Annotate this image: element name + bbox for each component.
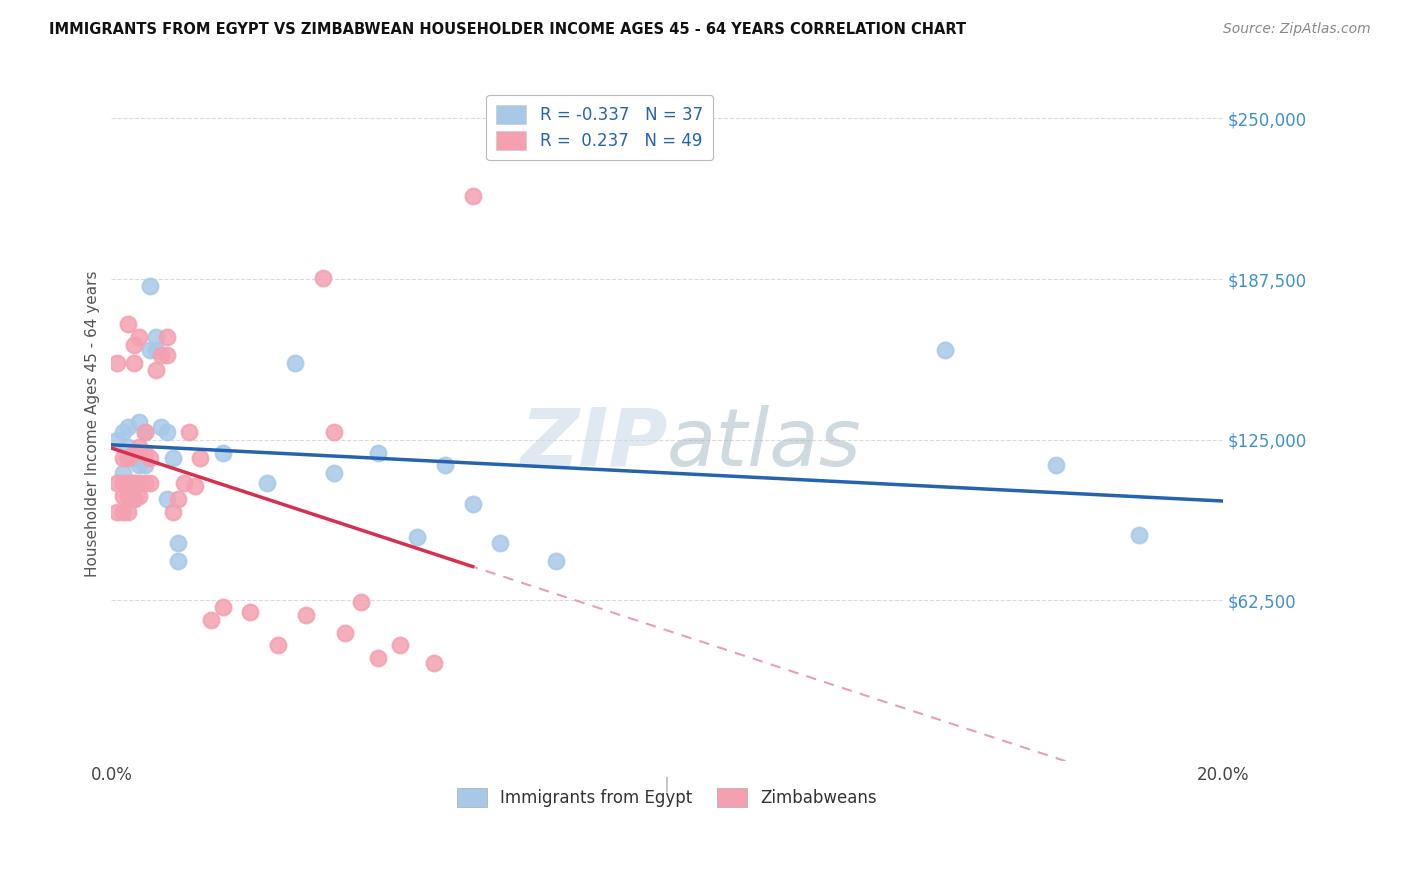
Point — [167, 491, 190, 506]
Point — [117, 441, 139, 455]
Point — [111, 425, 134, 439]
Point — [111, 505, 134, 519]
Point — [117, 505, 139, 519]
Point — [367, 445, 389, 459]
Point — [239, 605, 262, 619]
Point — [184, 479, 207, 493]
Point — [284, 356, 307, 370]
Point — [105, 476, 128, 491]
Point — [128, 445, 150, 459]
Point — [1128, 528, 1150, 542]
Point — [333, 625, 356, 640]
Point — [117, 317, 139, 331]
Point — [150, 420, 173, 434]
Point — [139, 343, 162, 357]
Text: ZIP: ZIP — [520, 405, 666, 483]
Point — [145, 330, 167, 344]
Point — [134, 425, 156, 439]
Point — [111, 476, 134, 491]
Point — [122, 356, 145, 370]
Point — [105, 356, 128, 370]
Text: atlas: atlas — [666, 405, 862, 483]
Point — [134, 425, 156, 439]
Point — [117, 476, 139, 491]
Point — [350, 595, 373, 609]
Point — [117, 420, 139, 434]
Point — [256, 476, 278, 491]
Point — [162, 505, 184, 519]
Point — [122, 445, 145, 459]
Point — [322, 425, 344, 439]
Point — [162, 450, 184, 465]
Point — [188, 450, 211, 465]
Point — [139, 278, 162, 293]
Point — [122, 450, 145, 465]
Point — [489, 535, 512, 549]
Point — [367, 651, 389, 665]
Point — [111, 489, 134, 503]
Point — [105, 433, 128, 447]
Point — [134, 476, 156, 491]
Point — [156, 330, 179, 344]
Point — [122, 337, 145, 351]
Point — [461, 497, 484, 511]
Point — [544, 553, 567, 567]
Point — [111, 450, 134, 465]
Text: Source: ZipAtlas.com: Source: ZipAtlas.com — [1223, 22, 1371, 37]
Point — [433, 458, 456, 473]
Point — [167, 553, 190, 567]
Point — [422, 657, 444, 671]
Point — [389, 639, 412, 653]
Legend: Immigrants from Egypt, Zimbabweans: Immigrants from Egypt, Zimbabweans — [450, 780, 884, 814]
Point — [156, 348, 179, 362]
Point — [311, 270, 333, 285]
Point — [128, 415, 150, 429]
Point — [461, 188, 484, 202]
Point — [267, 639, 290, 653]
Point — [211, 599, 233, 614]
Point — [139, 476, 162, 491]
Point — [122, 491, 145, 506]
Y-axis label: Householder Income Ages 45 - 64 years: Householder Income Ages 45 - 64 years — [86, 270, 100, 577]
Point — [145, 343, 167, 357]
Point — [134, 445, 156, 459]
Point — [128, 330, 150, 344]
Point — [295, 607, 318, 622]
Point — [128, 476, 150, 491]
Point — [122, 491, 145, 506]
Point — [179, 425, 201, 439]
Point — [934, 343, 956, 357]
Point — [139, 450, 162, 465]
Point — [134, 458, 156, 473]
Point — [105, 505, 128, 519]
Point — [150, 348, 173, 362]
Point — [211, 445, 233, 459]
Point — [117, 450, 139, 465]
Point — [145, 363, 167, 377]
Point — [111, 466, 134, 480]
Point — [128, 458, 150, 473]
Point — [117, 450, 139, 465]
Point — [128, 489, 150, 503]
Point — [406, 531, 429, 545]
Point — [117, 489, 139, 503]
Point — [122, 476, 145, 491]
Point — [200, 613, 222, 627]
Point — [1045, 458, 1067, 473]
Point — [167, 535, 190, 549]
Point — [173, 476, 195, 491]
Point — [322, 466, 344, 480]
Point — [156, 491, 179, 506]
Text: IMMIGRANTS FROM EGYPT VS ZIMBABWEAN HOUSEHOLDER INCOME AGES 45 - 64 YEARS CORREL: IMMIGRANTS FROM EGYPT VS ZIMBABWEAN HOUS… — [49, 22, 966, 37]
Point — [122, 476, 145, 491]
Point — [128, 441, 150, 455]
Point — [156, 425, 179, 439]
